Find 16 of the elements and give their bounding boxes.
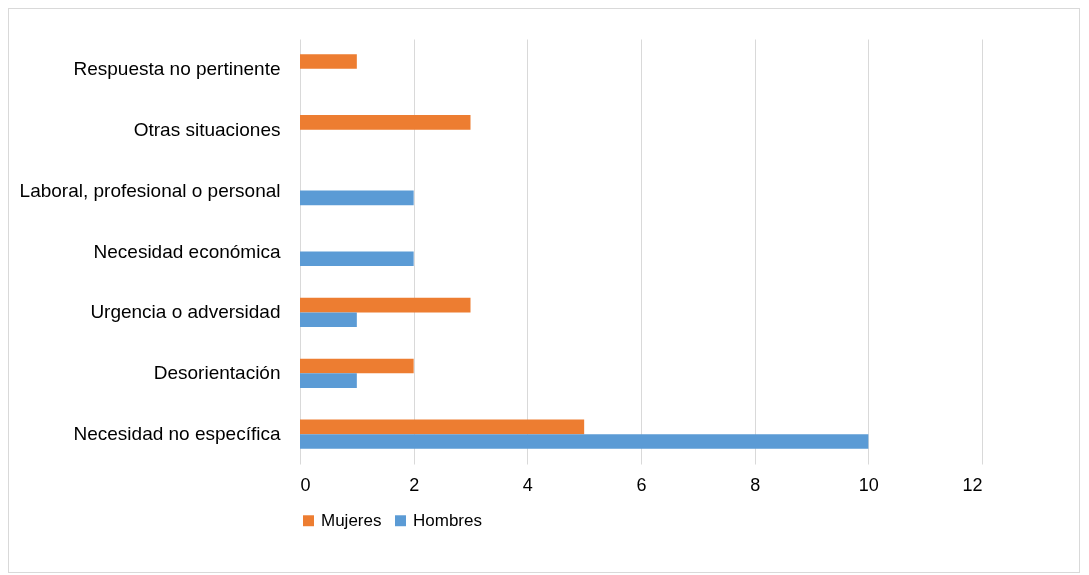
x-tick-label: 0 <box>300 474 311 495</box>
y-tick-label: Necesidad económica <box>93 240 281 262</box>
y-tick-label: Desorientación <box>153 362 281 384</box>
x-tick-label: 10 <box>858 474 879 495</box>
x-tick-label: 2 <box>409 474 420 495</box>
x-tick-label: 8 <box>750 474 761 495</box>
y-tick-label: Necesidad no específica <box>73 423 281 445</box>
y-tick-label: Otras situaciones <box>133 118 281 140</box>
y-tick-label: Respuesta no pertinente <box>73 57 281 79</box>
legend-label: Mujeres <box>321 510 382 530</box>
x-tick-label: 4 <box>522 474 533 495</box>
x-tick-label: 6 <box>636 474 647 495</box>
y-tick-label: Laboral, profesional o personal <box>19 179 281 201</box>
y-tick-label: Urgencia o adversidad <box>90 301 281 323</box>
x-tick-label: 12 <box>962 474 983 495</box>
legend-label: Hombres <box>413 510 482 530</box>
